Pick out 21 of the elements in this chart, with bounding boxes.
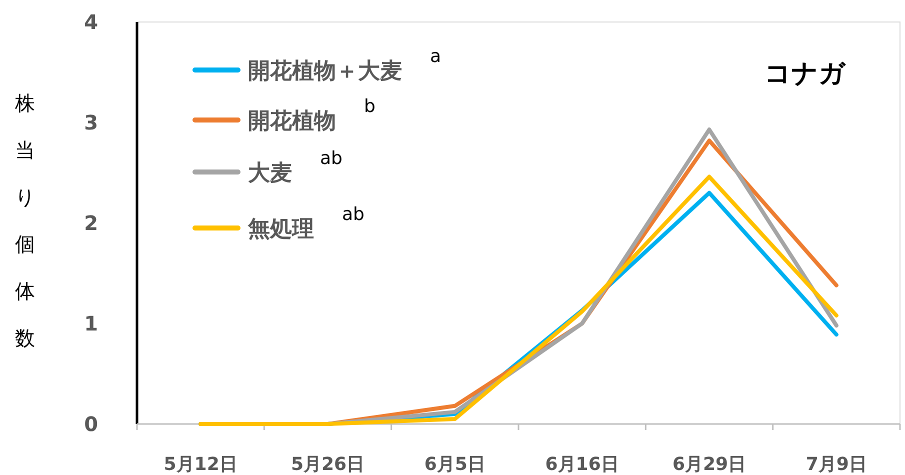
- x-tick-label: 7月9日: [806, 454, 867, 475]
- x-tick-label: 5月12日: [164, 454, 238, 475]
- annotation: b: [364, 96, 376, 117]
- annotation: a: [430, 46, 442, 67]
- legend-label: 大麦: [248, 161, 292, 186]
- y-tick-label: 1: [84, 312, 98, 336]
- y-tick-label: 3: [84, 110, 98, 134]
- legend-label: 無処理: [247, 217, 314, 242]
- annotation: ab: [342, 204, 364, 225]
- legend-label: 開花植物: [248, 109, 336, 134]
- y-tick-label: 4: [84, 10, 98, 34]
- x-tick-label: 5月26日: [290, 454, 365, 475]
- y-tick-label: 2: [84, 211, 98, 235]
- text: コナガ: [764, 59, 846, 89]
- x-tick-label: 6月16日: [545, 454, 619, 475]
- x-tick-label: 6月29日: [672, 454, 746, 475]
- legend-label: 開花植物＋大麦: [248, 59, 402, 84]
- y-axis-title: 株当り個体数: [14, 91, 35, 350]
- annotation: ab: [320, 148, 342, 169]
- x-tick-label: 6月5日: [424, 454, 486, 475]
- y-tick-label: 0: [84, 412, 98, 436]
